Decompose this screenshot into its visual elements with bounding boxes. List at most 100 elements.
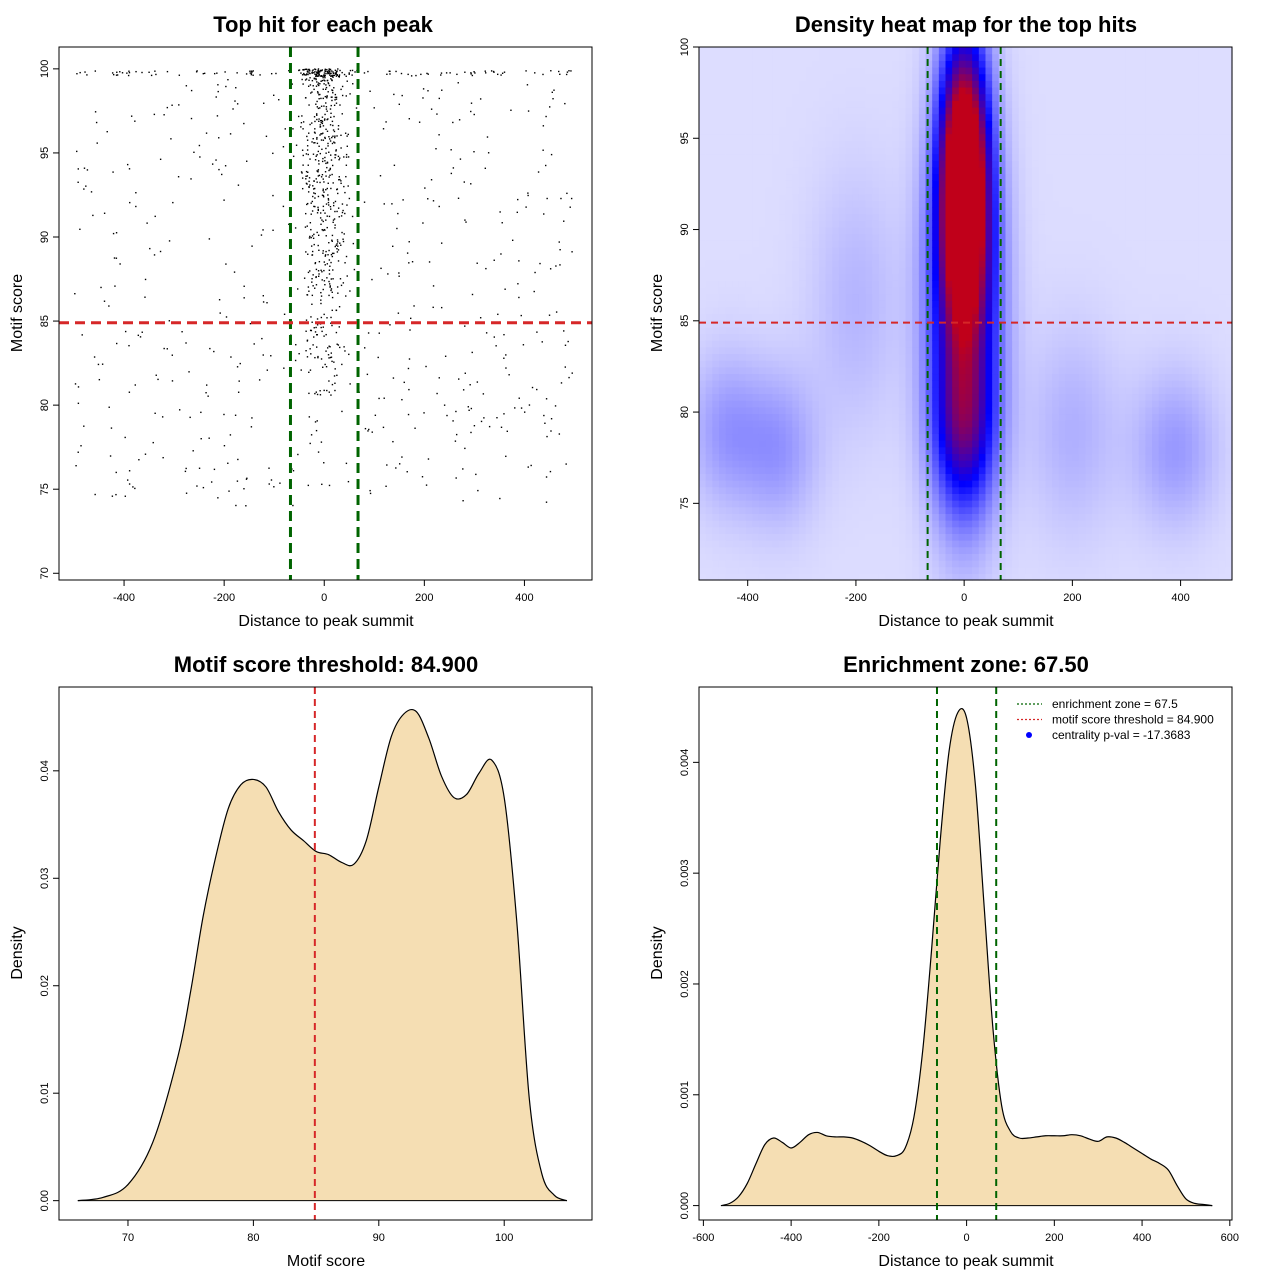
heat-cell (898, 286, 907, 295)
heat-cell (945, 180, 953, 188)
data-point (501, 222, 503, 224)
heat-cell (778, 120, 787, 128)
data-point (406, 471, 408, 473)
heat-cell (718, 133, 727, 141)
heat-cell (958, 460, 967, 468)
heat-cell (852, 300, 860, 308)
heat-cell (852, 506, 860, 514)
heat-cell (832, 213, 840, 221)
heat-cell (792, 546, 800, 554)
data-point (341, 231, 343, 234)
heat-cell (699, 373, 707, 381)
data-point (262, 229, 264, 231)
heat-cell (705, 300, 713, 308)
data-point (319, 75, 322, 77)
heat-cell (992, 493, 1000, 501)
data-point (305, 182, 308, 185)
heat-cell (865, 440, 873, 448)
data-point (406, 252, 409, 254)
heat-cell (858, 400, 867, 408)
data-point (485, 332, 488, 334)
data-point (337, 245, 339, 247)
heat-cell (958, 206, 967, 215)
heat-cell (898, 386, 907, 395)
data-point (474, 72, 476, 74)
heat-cell (872, 453, 880, 461)
heat-cell (892, 433, 900, 441)
data-point (344, 350, 346, 352)
heat-cell (838, 566, 847, 574)
heat-cell (699, 573, 707, 581)
heat-cell (805, 80, 813, 88)
heat-cell (832, 320, 840, 328)
heat-cell (732, 200, 740, 208)
data-point (397, 212, 399, 215)
heat-cell (932, 513, 940, 521)
heat-cell (738, 226, 747, 235)
heat-cell (792, 500, 800, 508)
data-point (349, 69, 352, 72)
data-point (337, 68, 339, 70)
heat-cell (745, 313, 753, 321)
heat-cell (758, 406, 767, 415)
data-point (135, 192, 137, 194)
heat-cell (732, 446, 740, 455)
heat-cell (812, 333, 820, 341)
heat-cell (845, 446, 853, 455)
heat-cell (772, 173, 780, 181)
heat-cell (898, 173, 907, 181)
heat-cell (725, 480, 733, 488)
heat-cell (745, 100, 753, 108)
heat-cell (778, 506, 787, 514)
heat-cell (978, 320, 987, 328)
heat-cell (972, 193, 980, 201)
heat-cell (758, 126, 767, 135)
heat-cell (785, 246, 793, 255)
data-point (315, 178, 317, 180)
heat-cell (705, 146, 713, 155)
data-point (251, 245, 253, 247)
data-point (321, 271, 323, 273)
heat-cell (705, 253, 713, 261)
data-point (304, 212, 307, 215)
heat-cell (792, 373, 800, 381)
heat-cell (965, 373, 973, 381)
heat-cell (725, 346, 733, 355)
heat-cell (778, 466, 787, 474)
heat-cell (952, 433, 960, 441)
heat-cell (912, 353, 920, 361)
heat-cell (885, 473, 893, 481)
heat-cell (832, 553, 840, 561)
heat-cell (798, 480, 807, 488)
heat-cell (699, 253, 707, 261)
heat-cell (998, 473, 1007, 481)
heat-cell (898, 346, 907, 355)
heat-cell (932, 533, 940, 541)
data-point (328, 84, 331, 87)
data-point (320, 299, 322, 301)
heat-cell (872, 233, 880, 241)
data-point (408, 241, 410, 243)
data-point (514, 407, 516, 409)
heat-cell (778, 560, 787, 568)
heat-cell (978, 353, 987, 361)
heat-cell (985, 320, 993, 328)
heat-cell (972, 260, 980, 268)
heat-cell (778, 166, 787, 175)
heat-cell (992, 513, 1000, 521)
data-point (520, 314, 522, 317)
heat-cell (965, 446, 973, 455)
data-point (315, 78, 317, 81)
heat-cell (712, 306, 720, 315)
heat-cell (938, 460, 947, 468)
heat-cell (772, 513, 780, 521)
heat-cell (865, 206, 873, 215)
data-point (334, 245, 336, 248)
data-point (332, 76, 334, 78)
data-point (229, 434, 232, 436)
heat-cell (925, 280, 933, 288)
heat-cell (772, 380, 780, 388)
heat-cell (918, 193, 927, 201)
heat-cell (978, 393, 987, 401)
heat-cell (998, 240, 1007, 248)
